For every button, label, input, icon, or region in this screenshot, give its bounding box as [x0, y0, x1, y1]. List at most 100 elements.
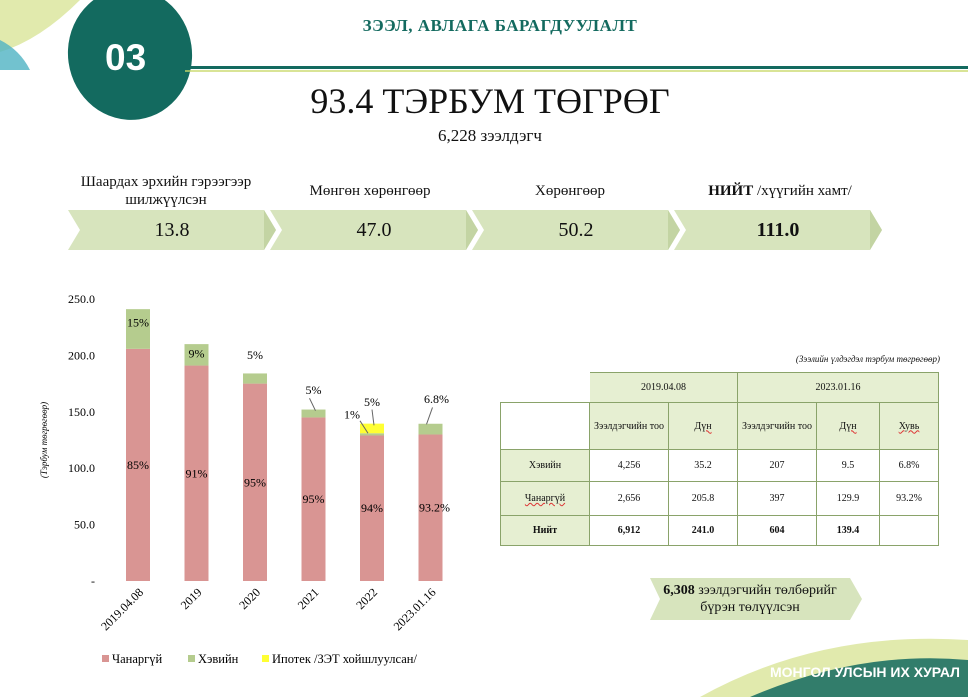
- category-label-assets: Хөрөнгөөр: [534, 183, 605, 199]
- header-divider-accent: [185, 70, 968, 72]
- fully-paid-count: 6,308: [663, 583, 695, 598]
- table-row: Чанаргүй 2,656 205.8 397 129.9 93.2%: [500, 481, 939, 516]
- table-cell: 205.8: [668, 481, 738, 516]
- category-label-contract: Шаардах эрхийн гэрээгээр шилжүүлсэн: [80, 174, 252, 208]
- data-label-chanargui: 93.2%: [419, 501, 450, 515]
- bar-chanargui: [126, 348, 150, 581]
- summary-table: 2019.04.08 2023.01.16 Зээлдэгчийн тоо Дү…: [500, 372, 939, 546]
- bar-chanargui: [301, 417, 326, 581]
- table-row-label: Нийт: [500, 515, 590, 546]
- category-value-box-assets: 50.2: [472, 210, 680, 250]
- total-amount: 93.4 ТЭРБУМ ТӨГРӨГ: [310, 81, 670, 121]
- loan-stacked-bar-chart: - 50.0 100.0 150.0 200.0 250.0 (Тэрбум төгрөгө…: [39, 292, 450, 666]
- data-label-khevin: 15%: [127, 315, 149, 329]
- footer-org-name: МОНГОЛ УЛСЫН ИХ ХУРАЛ: [769, 664, 960, 680]
- table-cell: 35.2: [668, 449, 738, 482]
- table-cell: 241.0: [668, 515, 738, 546]
- category-value-box-cash: 47.0: [270, 210, 478, 250]
- table-corner: [500, 372, 590, 403]
- table-row: Хэвийн 4,256 35.2 207 9.5 6.8%: [500, 449, 939, 482]
- category-label-cash: Мөнгөн хөрөнгөөр: [309, 183, 431, 199]
- bar-khevin: [184, 344, 209, 366]
- section-number: 03: [105, 37, 147, 78]
- x-tick-label: 2022: [353, 585, 380, 612]
- table-cell: 139.4: [816, 515, 880, 546]
- table-cell: [879, 515, 939, 546]
- x-tick-label: 2019: [178, 585, 205, 612]
- table-cell: 129.9: [816, 481, 880, 516]
- data-label-khevin: 5%: [306, 383, 322, 397]
- table-subheader: Дүн: [668, 402, 738, 450]
- legend-label: Хэвийн: [198, 652, 239, 666]
- category-value-box-contract: 13.8: [68, 210, 276, 250]
- y-tick-label: 250.0: [68, 292, 95, 306]
- fully-paid-note: 6,308 зээлдэгчийн төлбөрийг бүрэн төлүүл…: [650, 578, 862, 620]
- y-tick-label: 50.0: [74, 518, 95, 532]
- data-label-khevin: 9%: [189, 346, 205, 360]
- table-subheader: Хувь: [879, 402, 939, 450]
- category-value-cash: 47.0: [356, 218, 392, 241]
- debtor-count: 6,228 зээлдэгч: [438, 126, 542, 145]
- legend-label: Ипотек /ЗЭТ хойшлуулсан/: [272, 652, 417, 666]
- table-subheader: Зээлдэгчийн тоо: [737, 402, 817, 450]
- category-label-total: НИЙТ /хүүгийн хамт/: [670, 182, 890, 200]
- bar-khevin: [243, 373, 267, 384]
- table-cell: 207: [737, 449, 817, 482]
- category-value-contract: 13.8: [154, 218, 190, 241]
- table-corner-2: [500, 402, 590, 450]
- section-number-badge: 03: [59, 0, 201, 128]
- table-period-2: 2023.01.16: [737, 372, 939, 403]
- data-label-chanargui: 91%: [186, 466, 208, 480]
- category-value-box-total: 111.0: [674, 210, 882, 250]
- bar-khevin: [126, 309, 150, 349]
- x-tick-label: 2021: [295, 585, 322, 612]
- y-axis-label: (Тэрбум төгрөгөөр): [39, 402, 49, 478]
- table-row-label: Чанаргүй: [500, 481, 590, 516]
- leader-line: [371, 409, 375, 426]
- category-label-total-bold: НИЙТ: [708, 183, 754, 199]
- legend-label: Чанаргүй: [112, 652, 163, 666]
- table-row: Нийт 6,912 241.0 604 139.4: [500, 515, 939, 546]
- table-cell: 2,656: [589, 481, 669, 516]
- y-tick-label: 200.0: [68, 348, 95, 362]
- table-subheader: Дүн: [816, 402, 880, 450]
- table-cell: 604: [737, 515, 817, 546]
- bar-ipotek: [360, 423, 384, 434]
- y-tick-label: -: [91, 574, 95, 588]
- table-row-label: Хэвийн: [500, 449, 590, 482]
- header-title: ЗЭЭЛ, АВЛАГА БАРАГДУУЛАЛТ: [362, 16, 638, 35]
- data-label-chanargui: 95%: [244, 475, 266, 489]
- data-label-khevin: 1%: [344, 408, 360, 422]
- category-value-assets: 50.2: [558, 218, 594, 241]
- bar-chanargui: [184, 365, 209, 581]
- leader-line: [426, 407, 433, 425]
- data-label-chanargui: 94%: [361, 501, 383, 515]
- bar-khevin: [418, 423, 443, 435]
- legend-swatch: [188, 655, 195, 662]
- category-label-total-rest: /хүүгийн хамт/: [753, 183, 852, 199]
- data-label-chanargui: 85%: [127, 458, 149, 472]
- bar-chanargui: [243, 383, 267, 581]
- x-tick-label: 2020: [236, 585, 263, 612]
- x-tick-label: 2023.01.16: [391, 585, 439, 633]
- table-subheader: Зээлдэгчийн тоо: [589, 402, 669, 450]
- y-tick-label: 100.0: [68, 461, 95, 475]
- leader-line: [359, 420, 369, 434]
- y-tick-label: 150.0: [68, 405, 95, 419]
- table-cell: 6,912: [589, 515, 669, 546]
- decor-bottom-right: [700, 638, 968, 697]
- table-cell: 6.8%: [879, 449, 939, 482]
- bar-chanargui: [418, 434, 443, 581]
- table-cell: 9.5: [816, 449, 880, 482]
- table-cell: 4,256: [589, 449, 669, 482]
- bar-chanargui: [360, 435, 384, 581]
- data-label-khevin: 6.8%: [424, 392, 449, 406]
- data-label-chanargui: 95%: [303, 492, 325, 506]
- legend-swatch: [102, 655, 109, 662]
- data-label-khevin: 5%: [247, 348, 263, 362]
- header-divider: [185, 66, 968, 69]
- bar-khevin: [360, 433, 384, 436]
- category-value-total: 111.0: [756, 218, 800, 241]
- x-tick-label: 2019.04.08: [98, 585, 146, 633]
- table-unit-note: (Зээлийн үлдэгдэл тэрбум төгрөгөөр): [795, 354, 940, 364]
